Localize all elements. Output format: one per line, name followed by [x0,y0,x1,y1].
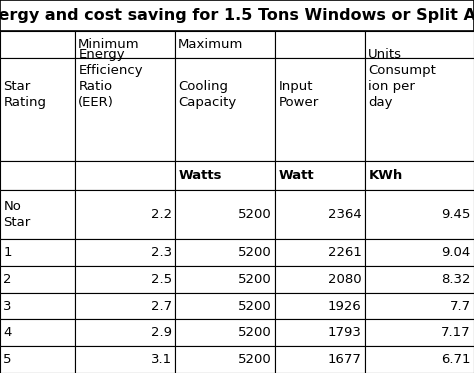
Bar [0,161,75,190]
Bar [365,266,474,293]
Text: 2080: 2080 [328,273,362,286]
Bar [0,190,75,239]
Text: 2261: 2261 [328,246,362,259]
Text: 3.1: 3.1 [151,353,172,366]
Bar [275,190,365,239]
Bar [175,190,275,239]
Text: 1793: 1793 [328,326,362,339]
Text: Minimum: Minimum [78,38,139,51]
Bar [275,266,365,293]
Bar [175,266,275,293]
Text: 2.5: 2.5 [151,273,172,286]
Bar [0,239,75,266]
Text: 5200: 5200 [238,273,272,286]
Bar [365,239,474,266]
Text: 6.71: 6.71 [441,353,471,366]
Bar [275,293,365,319]
Bar [275,58,365,161]
Bar [0,266,75,293]
Bar [365,319,474,346]
Text: Energy and cost saving for 1.5 Tons Windows or Split ACs: Energy and cost saving for 1.5 Tons Wind… [0,8,474,23]
Bar [175,161,275,190]
Text: 9.45: 9.45 [441,208,471,221]
Text: 2.9: 2.9 [151,326,172,339]
Text: 2.2: 2.2 [151,208,172,221]
Bar [275,346,365,373]
Text: 5200: 5200 [238,300,272,313]
Text: 5200: 5200 [238,326,272,339]
Bar [75,293,175,319]
Bar [365,190,474,239]
Text: Input
Power: Input Power [278,80,319,109]
Bar [75,346,175,373]
Text: 1: 1 [3,246,12,259]
Bar [175,293,275,319]
Text: 1926: 1926 [328,300,362,313]
Bar [75,266,175,293]
Text: 4: 4 [3,326,12,339]
Bar [365,58,474,161]
Bar [75,31,175,58]
Bar [365,293,474,319]
Bar [75,239,175,266]
Text: 5200: 5200 [238,208,272,221]
Bar [365,31,474,58]
Bar [175,239,275,266]
Text: 2.7: 2.7 [151,300,172,313]
Bar [75,58,175,161]
Bar [75,161,175,190]
Text: 5200: 5200 [238,353,272,366]
Bar [175,319,275,346]
Text: Units
Consumpt
ion per
day: Units Consumpt ion per day [368,48,436,109]
Text: Watts: Watts [178,169,222,182]
Bar [175,346,275,373]
Bar [0,346,75,373]
Text: 5: 5 [3,353,12,366]
Text: Energy
Efficiency
Ratio
(EER): Energy Efficiency Ratio (EER) [78,48,143,109]
Bar [175,58,275,161]
Bar [0,0,474,31]
Bar [0,31,75,58]
Bar [365,161,474,190]
Text: 9.04: 9.04 [441,246,471,259]
Bar [75,319,175,346]
Text: Star
Rating: Star Rating [3,80,46,109]
Bar [275,161,365,190]
Bar [0,293,75,319]
Text: 3: 3 [3,300,12,313]
Text: Maximum: Maximum [178,38,243,51]
Text: KWh: KWh [368,169,402,182]
Bar [175,31,275,58]
Text: 7.7: 7.7 [449,300,471,313]
Text: 7.17: 7.17 [441,326,471,339]
Text: 2364: 2364 [328,208,362,221]
Text: 5200: 5200 [238,246,272,259]
Bar [0,319,75,346]
Text: No
Star: No Star [3,200,30,229]
Bar [275,239,365,266]
Bar [275,319,365,346]
Text: 8.32: 8.32 [441,273,471,286]
Bar [275,31,365,58]
Text: 1677: 1677 [328,353,362,366]
Text: Cooling
Capacity: Cooling Capacity [178,80,237,109]
Bar [365,346,474,373]
Text: 2.3: 2.3 [151,246,172,259]
Bar [75,190,175,239]
Text: 2: 2 [3,273,12,286]
Bar [0,58,75,161]
Text: Watt: Watt [278,169,314,182]
